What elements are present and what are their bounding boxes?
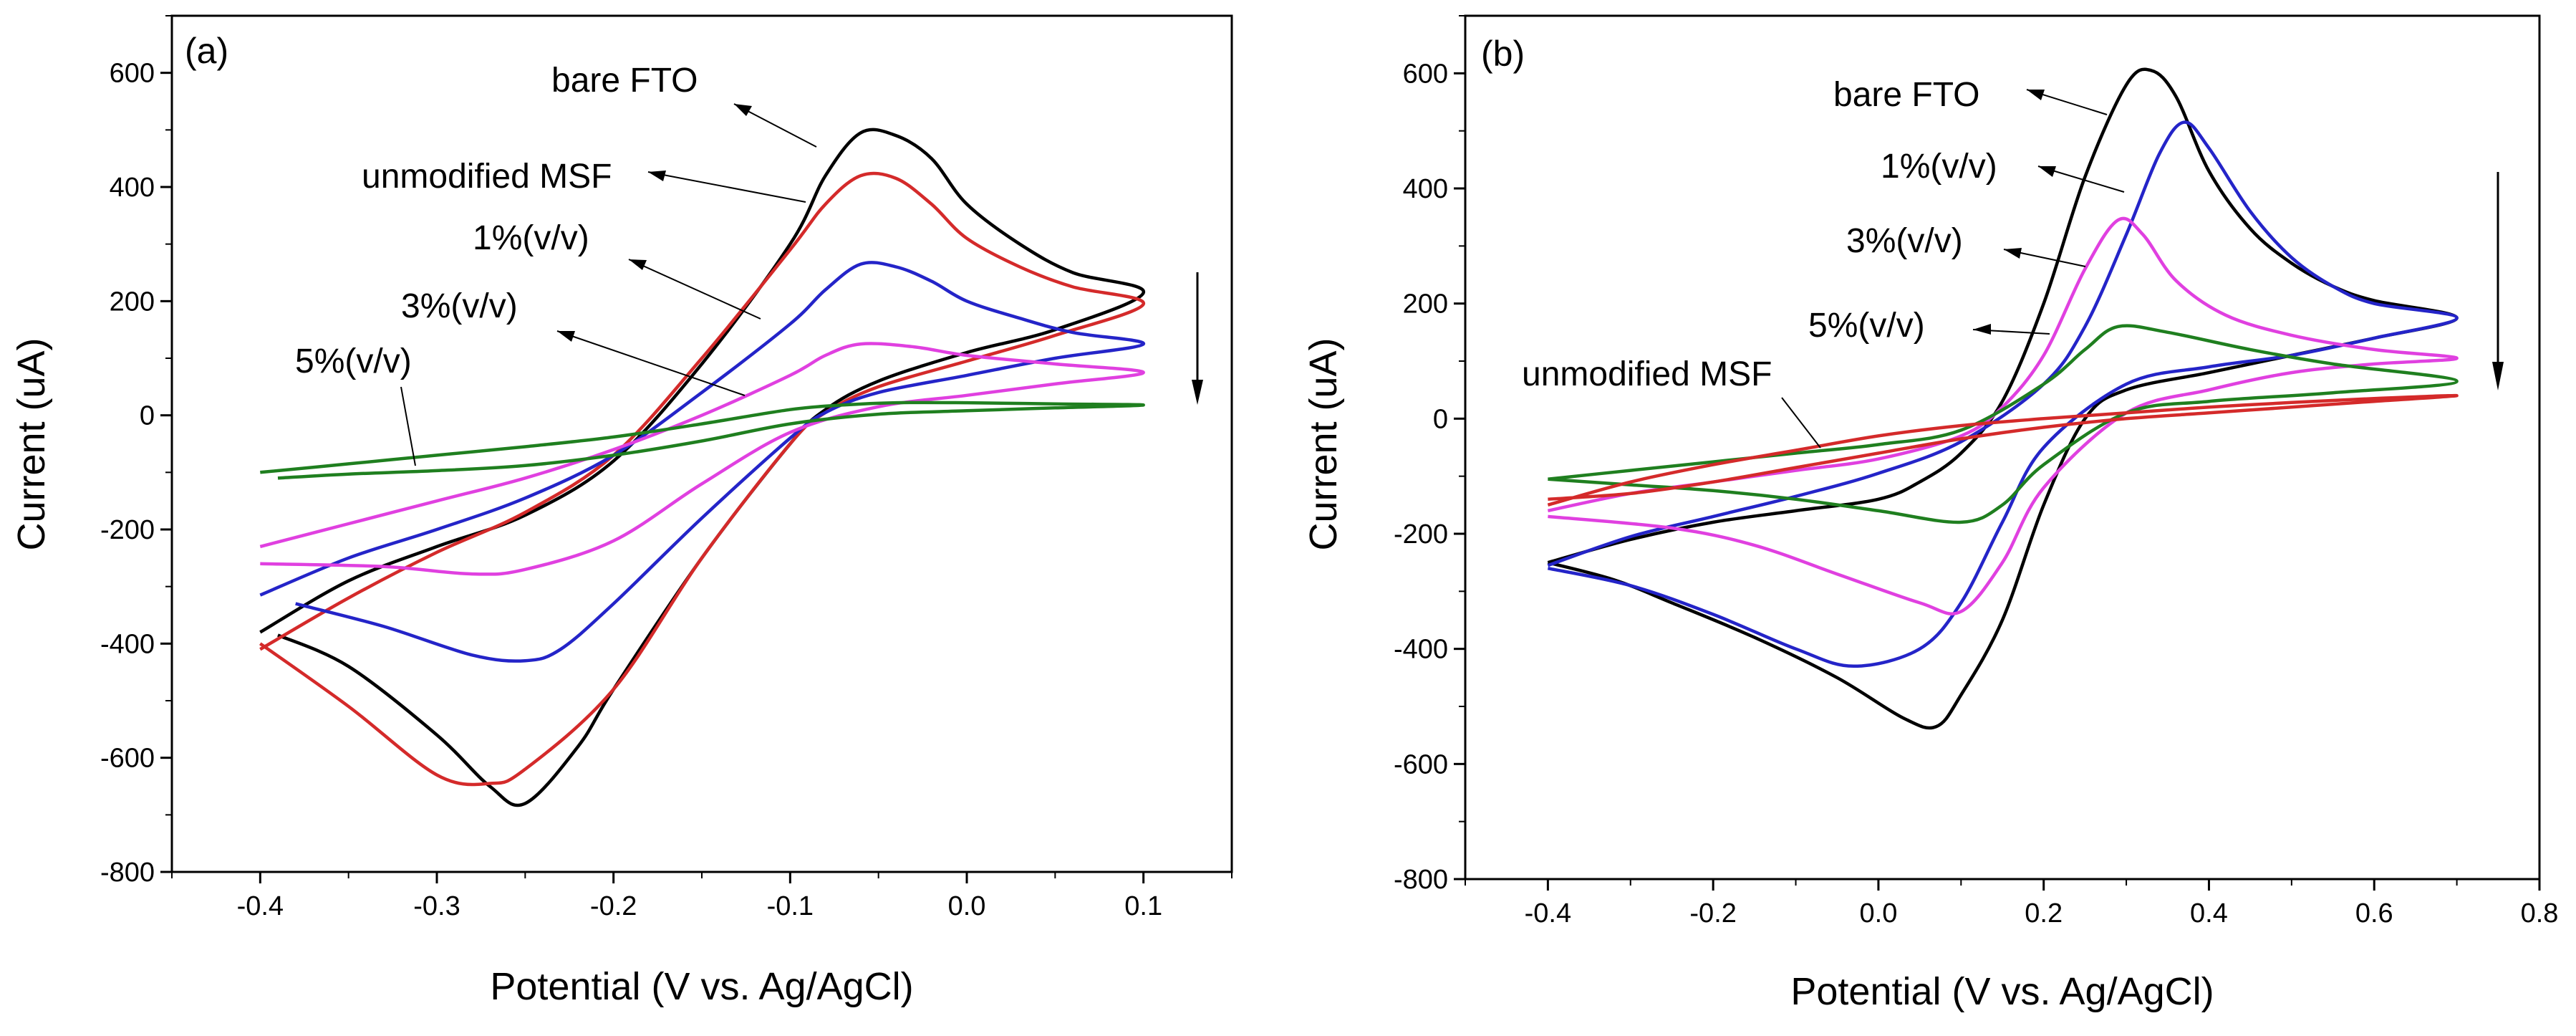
y-tick-label: -400 xyxy=(100,629,155,659)
y-tick-label: -600 xyxy=(1394,749,1448,780)
x-tick-label: 0.0 xyxy=(948,891,986,921)
arrow-head-bare-fto-a xyxy=(734,104,752,116)
plot-frame-a xyxy=(170,14,1233,873)
arrow-head-1pct-b xyxy=(2038,166,2056,177)
arrow-head-3pct-b xyxy=(2004,248,2022,259)
x-axis-title-a: Potential (V vs. Ag/AgCl) xyxy=(490,965,913,1008)
trend-arrow-head-b xyxy=(2492,362,2504,390)
y-tick-label: 200 xyxy=(1403,289,1448,320)
panel-b: -0.4 -0.2 0.0 0.2 0.4 0.6 0.8 -800 -600 -400 -200 0… xyxy=(1302,14,2559,1013)
x-axis-title-b: Potential (V vs. Ag/AgCl) xyxy=(1790,970,2214,1013)
panel-a: -0.4 -0.3 -0.2 -0.1 0.0 0.1 -800 -600 -400 -200 0 2… xyxy=(10,14,1233,1008)
series-line-5pct-v-v-a xyxy=(260,401,1145,480)
series-line-3pct-v-v-b xyxy=(1547,216,2459,615)
y-tick-label: -800 xyxy=(1394,865,1448,895)
series-line-unmodified-msf-a xyxy=(259,171,1145,787)
annotation-3pct-b: 3%(v/v) xyxy=(1846,222,1963,260)
y-tick-label: 600 xyxy=(1403,59,1448,89)
y-tick-label: 600 xyxy=(110,59,155,89)
annotation-pointer-unmodified-msf-a xyxy=(647,171,806,203)
annotation-3pct-a: 3%(v/v) xyxy=(401,287,518,325)
y-tick-label: 400 xyxy=(1403,174,1448,204)
annotation-5pct-b: 5%(v/v) xyxy=(1808,307,1925,345)
series-line-bare-fto-a xyxy=(259,128,1145,807)
y-tick-label: -400 xyxy=(1394,635,1448,665)
y-tick-label: 400 xyxy=(110,173,155,203)
x-tick-label: 0.1 xyxy=(1124,891,1162,921)
series-line-1pct-v-v-a xyxy=(259,261,1145,663)
x-tick-label: 0.6 xyxy=(2355,898,2393,929)
arrow-head-bare-fto-b xyxy=(2027,90,2045,100)
series-line-bare-fto-b xyxy=(1547,67,2459,730)
x-tick-label: -0.4 xyxy=(1525,898,1571,929)
annotation-unmodified-msf-b: unmodified MSF xyxy=(1522,355,1772,393)
x-tick-label: 0.0 xyxy=(1860,898,1898,929)
y-tick-label: -200 xyxy=(100,515,155,545)
trend-arrow-head-a xyxy=(1192,380,1203,405)
y-axis-title-b: Current (uA) xyxy=(1302,337,1345,550)
annotation-bare-fto-a: bare FTO xyxy=(551,62,698,100)
annotation-pointer-3pct-a xyxy=(556,330,746,396)
annotation-unmodified-msf-a: unmodified MSF xyxy=(362,158,612,196)
arrow-head-unmodified-msf-a xyxy=(648,171,666,181)
series-line-unmodified-msf-b xyxy=(1547,393,2459,507)
x-tick-label: 0.8 xyxy=(2521,898,2559,929)
x-tick-label: -0.1 xyxy=(767,891,814,921)
axis-ticks-b: -0.4 -0.2 0.0 0.2 0.4 0.6 0.8 -800 -600 -400 -200 0… xyxy=(1394,15,2559,929)
panel-label-a: (a) xyxy=(185,31,228,71)
series-line-3pct-v-v-a xyxy=(259,342,1145,576)
annotation-pointer-5pct-a xyxy=(400,386,416,466)
y-tick-label: -800 xyxy=(100,858,155,888)
y-tick-label: 0 xyxy=(140,401,155,431)
series-line-1pct-v-v-b xyxy=(1547,120,2459,668)
x-tick-label: -0.2 xyxy=(1689,898,1736,929)
y-tick-label: -200 xyxy=(1394,519,1448,550)
x-tick-label: 0.4 xyxy=(2190,898,2228,929)
curves-b xyxy=(1547,67,2459,730)
annotation-pointer-1pct-a xyxy=(628,259,761,320)
series-line-5pct-v-v-b xyxy=(1548,324,2459,524)
arrow-head-5pct-b xyxy=(1973,324,1991,335)
arrow-head-3pct-a xyxy=(557,331,575,342)
annotation-1pct-a: 1%(v/v) xyxy=(473,219,589,257)
y-tick-label: 200 xyxy=(110,287,155,317)
annotation-pointer-unmodified-msf-b xyxy=(1781,397,1821,449)
arrow-head-1pct-a xyxy=(629,259,647,270)
y-tick-label: 0 xyxy=(1433,404,1448,434)
plot-frame-b xyxy=(1464,14,2541,881)
annotation-bare-fto-b: bare FTO xyxy=(1833,76,1980,114)
x-tick-label: -0.2 xyxy=(590,891,637,921)
annotation-1pct-b: 1%(v/v) xyxy=(1881,148,1997,186)
axis-ticks-a: -0.4 -0.3 -0.2 -0.1 0.0 0.1 -800 -600 -400 -200 0 2… xyxy=(100,15,1232,921)
x-tick-label: 0.2 xyxy=(2025,898,2063,929)
curves-a xyxy=(259,128,1145,807)
x-tick-label: -0.3 xyxy=(413,891,460,921)
y-axis-title-a: Current (uA) xyxy=(10,337,53,550)
panel-label-b: (b) xyxy=(1481,34,1525,74)
annotation-5pct-a: 5%(v/v) xyxy=(295,342,412,380)
y-tick-label: -600 xyxy=(100,744,155,774)
x-tick-label: -0.4 xyxy=(237,891,284,921)
